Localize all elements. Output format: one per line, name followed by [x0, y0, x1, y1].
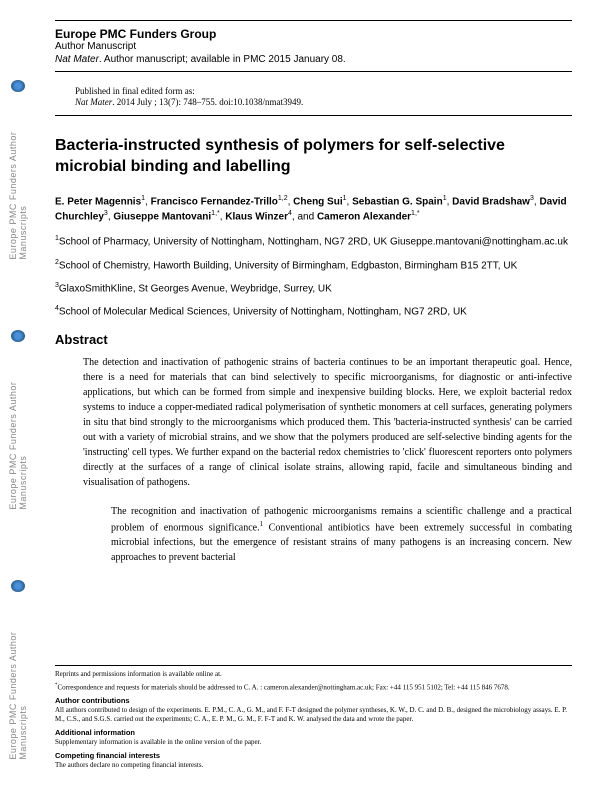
- watermark-side-3: Europe PMC Funders Author Manuscripts: [8, 580, 28, 760]
- fn-addl-heading: Additional information: [55, 728, 572, 738]
- abstract-heading: Abstract: [55, 332, 572, 347]
- watermark-side-1: Europe PMC Funders Author Manuscripts: [8, 80, 28, 260]
- fn-contributions: Author contributions All authors contrib…: [55, 696, 572, 724]
- affiliations: 1School of Pharmacy, University of Notti…: [55, 234, 572, 319]
- article-title: Bacteria-instructed synthesis of polymer…: [55, 136, 572, 178]
- abstract-text: The detection and inactivation of pathog…: [55, 355, 572, 490]
- page-content: Europe PMC Funders Group Author Manuscri…: [55, 0, 572, 565]
- footnotes: Reprints and permissions information is …: [55, 665, 572, 774]
- fn-compete-heading: Competing financial interests: [55, 751, 572, 761]
- funder-group: Europe PMC Funders Group: [55, 27, 572, 41]
- author-list: E. Peter Magennis1, Francisco Fernandez-…: [55, 194, 572, 225]
- fn-competing: Competing financial interests The author…: [55, 751, 572, 770]
- header-availability: . Author manuscript; available in PMC 20…: [99, 54, 346, 65]
- fn-addl-text: Supplementary information is available i…: [55, 738, 572, 747]
- watermark-text: Europe PMC Funders Author Manuscripts: [8, 96, 28, 260]
- pub-journal: Nat Mater: [75, 97, 112, 107]
- affiliation: 4School of Molecular Medical Sciences, U…: [55, 304, 572, 319]
- pmc-logo-icon: [11, 330, 25, 342]
- pub-line1: Published in final edited form as:: [75, 86, 552, 96]
- fn-contrib-text: All authors contributed to design of the…: [55, 706, 572, 724]
- fn-compete-text: The authors declare no competing financi…: [55, 761, 572, 770]
- fn-reprint: Reprints and permissions information is …: [55, 670, 572, 679]
- affiliation: 3GlaxoSmithKline, St Georges Avenue, Wey…: [55, 281, 572, 296]
- fn-correspondence: *Correspondence and requests for materia…: [55, 683, 572, 692]
- fn-additional: Additional information Supplementary inf…: [55, 728, 572, 747]
- author-manuscript-label: Author Manuscript: [55, 41, 572, 52]
- affiliation: 2School of Chemistry, Haworth Building, …: [55, 258, 572, 273]
- fn-contrib-heading: Author contributions: [55, 696, 572, 706]
- pmc-logo-icon: [11, 80, 25, 92]
- header-journal: Nat Mater: [55, 54, 99, 65]
- watermark-text: Europe PMC Funders Author Manuscripts: [8, 346, 28, 510]
- header-box: Europe PMC Funders Group Author Manuscri…: [55, 20, 572, 72]
- pmc-logo-icon: [11, 580, 25, 592]
- watermark-side-2: Europe PMC Funders Author Manuscripts: [8, 330, 28, 510]
- affiliation: 1School of Pharmacy, University of Notti…: [55, 234, 572, 249]
- pub-line2: Nat Mater. 2014 July ; 13(7): 748–755. d…: [75, 97, 552, 107]
- header-citation: Nat Mater. Author manuscript; available …: [55, 54, 572, 65]
- body-paragraph: The recognition and inactivation of path…: [55, 504, 572, 565]
- publication-info: Published in final edited form as: Nat M…: [55, 82, 572, 116]
- watermark-text: Europe PMC Funders Author Manuscripts: [8, 596, 28, 760]
- pub-citation: . 2014 July ; 13(7): 748–755. doi:10.103…: [112, 97, 303, 107]
